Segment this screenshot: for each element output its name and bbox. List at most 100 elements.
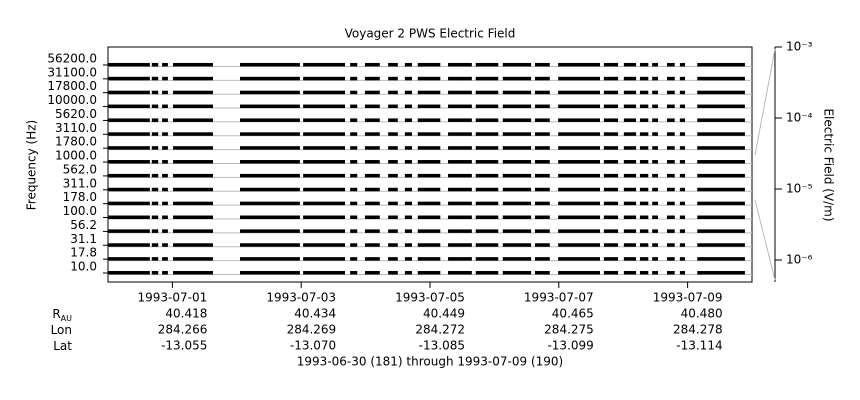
data-strip (558, 90, 601, 95)
data-strip (388, 118, 398, 122)
data-strip (162, 62, 168, 67)
data-strip (448, 243, 472, 247)
data-strip (303, 173, 345, 178)
data-strip (652, 173, 658, 178)
data-strip (666, 76, 675, 81)
data-strip (534, 118, 550, 122)
data-strip (240, 243, 300, 247)
data-strip (679, 271, 686, 275)
data-strip (679, 201, 686, 206)
data-strip (679, 243, 686, 247)
ephemeris-label-sub: AU (61, 314, 72, 323)
data-strip (603, 173, 619, 178)
data-strip (404, 215, 412, 220)
data-strip (697, 62, 745, 67)
data-strip (404, 187, 412, 192)
data-strip (350, 132, 358, 136)
data-strip (364, 146, 380, 150)
data-strip (639, 104, 649, 109)
data-strip (558, 271, 601, 275)
data-strip (404, 62, 412, 67)
data-strip (240, 104, 300, 109)
y-tick-label: 562.0 (63, 162, 97, 176)
data-strip (404, 160, 412, 164)
data-strip (666, 90, 675, 95)
y-tick-label: 56.2 (70, 218, 97, 232)
data-strip (151, 160, 159, 164)
y2-axis-title: Electric Field (V/m) (822, 108, 836, 221)
scale-connector (754, 199, 776, 281)
data-strip (448, 118, 472, 122)
data-strip (108, 187, 150, 192)
data-strip (534, 90, 550, 95)
data-strip (679, 76, 686, 81)
ephemeris-value: -13.055 (161, 339, 207, 353)
data-strip (240, 271, 300, 275)
ephemeris-value: 284.272 (415, 323, 465, 337)
data-strip (240, 62, 300, 67)
data-strip (603, 257, 619, 261)
data-strip (162, 104, 168, 109)
data-strip (697, 118, 745, 122)
ephemeris-label-text: Lon (51, 323, 72, 337)
data-strip (697, 146, 745, 150)
data-strip (666, 173, 675, 178)
data-strip (623, 201, 637, 206)
data-strip (697, 132, 745, 136)
data-strip (388, 104, 398, 109)
data-strip (173, 118, 213, 122)
data-strip (388, 132, 398, 136)
data-strip (417, 243, 441, 247)
data-strip (448, 271, 472, 275)
data-strip (502, 229, 532, 233)
data-strip (162, 215, 168, 220)
data-strip (475, 229, 499, 233)
data-strip (388, 243, 398, 247)
data-strip (151, 76, 159, 81)
data-strip (679, 62, 686, 67)
data-strip (639, 62, 649, 67)
data-strip (162, 173, 168, 178)
data-strip (240, 201, 300, 206)
data-strip (502, 118, 532, 122)
y-tick-label: 31100.0 (47, 65, 97, 79)
data-strip (603, 160, 619, 164)
y-tick-label: 1000.0 (55, 149, 97, 163)
y2-tick-label: 10⁻⁵ (786, 182, 813, 196)
data-strip (534, 104, 550, 109)
scale-connector (754, 48, 776, 156)
data-strip (151, 90, 159, 95)
y-tick-label: 10000.0 (47, 93, 97, 107)
data-strip (502, 173, 532, 178)
ephemeris-value: 40.434 (294, 307, 336, 321)
data-strip (666, 187, 675, 192)
data-strip (558, 173, 601, 178)
y2-tick-label: 10⁻³ (786, 40, 813, 54)
data-strip (652, 62, 658, 67)
y-tick-label: 311.0 (63, 176, 97, 190)
data-strip (162, 271, 168, 275)
y-tick-label: 56200.0 (47, 51, 97, 65)
data-strip (603, 62, 619, 67)
data-strip (666, 201, 675, 206)
data-strip (679, 173, 686, 178)
data-strip (404, 257, 412, 261)
data-strip (448, 187, 472, 192)
data-strip (652, 118, 658, 122)
data-strip (534, 271, 550, 275)
data-strip (240, 215, 300, 220)
data-strip (679, 229, 686, 233)
data-strip (502, 132, 532, 136)
data-strip (639, 257, 649, 261)
data-strip (534, 132, 550, 136)
data-strip (151, 243, 159, 247)
ephemeris-label-text: Lat (53, 339, 72, 353)
y-tick-label: 5620.0 (55, 107, 97, 121)
ephemeris-value: 284.266 (158, 323, 208, 337)
data-strip (108, 173, 150, 178)
data-strip (417, 215, 441, 220)
data-strip (697, 215, 745, 220)
data-strip (173, 146, 213, 150)
data-strip (475, 90, 499, 95)
data-strip (502, 76, 532, 81)
